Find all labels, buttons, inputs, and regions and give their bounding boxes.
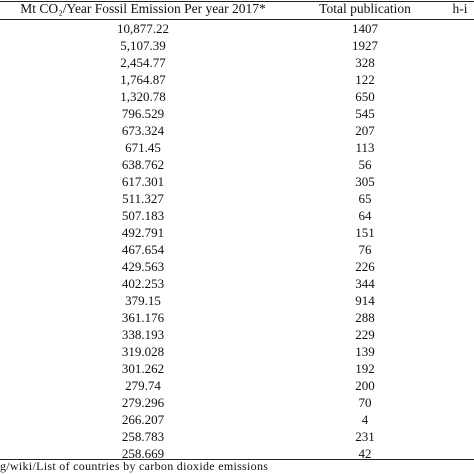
- table-cell: 226: [355, 259, 375, 274]
- table-cell: 231: [355, 429, 375, 444]
- table-cell: 10,877.22: [117, 21, 169, 36]
- table-cell: 467.654: [121, 242, 165, 257]
- table-cell: 338.193: [121, 327, 165, 342]
- header-cell: h-i: [452, 1, 468, 16]
- table-cell: 796.529: [121, 106, 165, 121]
- table-cell: 113: [355, 140, 375, 155]
- table-cell: 402.253: [121, 276, 165, 291]
- table-cell: 914: [355, 293, 375, 308]
- table-cell: 288: [355, 310, 375, 325]
- table-cell: 64: [358, 208, 372, 223]
- header-cell: Total publication: [319, 1, 411, 16]
- top-rule: [0, 1, 474, 2]
- header-rule: [0, 19, 474, 20]
- table-cell: 545: [355, 106, 375, 121]
- table-cell: 328: [355, 55, 375, 70]
- table-cell: 617.301: [121, 174, 165, 189]
- table-cell: 56: [358, 157, 372, 172]
- table-cell: 70: [358, 395, 372, 410]
- table-cell: 2,454.77: [120, 55, 166, 70]
- table-cell: 301.262: [121, 361, 165, 376]
- table-cell: 492.791: [121, 225, 165, 240]
- table-cell: 319.028: [121, 344, 165, 359]
- table-cell: 4: [361, 412, 369, 427]
- table-cell: 65: [358, 191, 372, 206]
- footnote: g/wiki/List of countries by carbon dioxi…: [0, 459, 269, 473]
- table-cell: 429.563: [121, 259, 165, 274]
- table-cell: 42: [358, 446, 372, 461]
- table-cell: 192: [355, 361, 375, 376]
- table-cell: 379.15: [125, 293, 161, 308]
- table-cell: 650: [355, 89, 375, 104]
- header-cell: Mt CO₂/Year Fossil Emission Per year 201…: [20, 1, 266, 16]
- table-cell: 1,320.78: [120, 89, 166, 104]
- table-cell: 266.207: [121, 412, 165, 427]
- table-cell: 207: [355, 123, 375, 138]
- table-cell: 258.669: [121, 446, 165, 461]
- table-cell: 344: [355, 276, 375, 291]
- table-cell: 673.324: [121, 123, 165, 138]
- table-cell: 511.327: [122, 191, 164, 206]
- table-cell: 139: [355, 344, 375, 359]
- table-cell: 671.45: [125, 140, 161, 155]
- table-cell: 279.74: [125, 378, 161, 393]
- table-cell: 5,107.39: [120, 38, 166, 53]
- table-cell: 507.183: [121, 208, 165, 223]
- table-cell: 76: [358, 242, 372, 257]
- table-cell: 638.762: [121, 157, 165, 172]
- table-cell: 361.176: [121, 310, 165, 325]
- table-cell: 1927: [352, 38, 378, 53]
- table-cell: 279.296: [121, 395, 165, 410]
- bottom-rule: [0, 459, 474, 460]
- table-cell: 200: [355, 378, 375, 393]
- table-cell: 1,764.87: [120, 72, 166, 87]
- table-cell: 258.783: [121, 429, 165, 444]
- table-cell: 305: [355, 174, 375, 189]
- table-cell: 122: [355, 72, 375, 87]
- table-cell: 1407: [352, 21, 378, 36]
- table-cell: 151: [355, 225, 375, 240]
- table-cell: 229: [355, 327, 375, 342]
